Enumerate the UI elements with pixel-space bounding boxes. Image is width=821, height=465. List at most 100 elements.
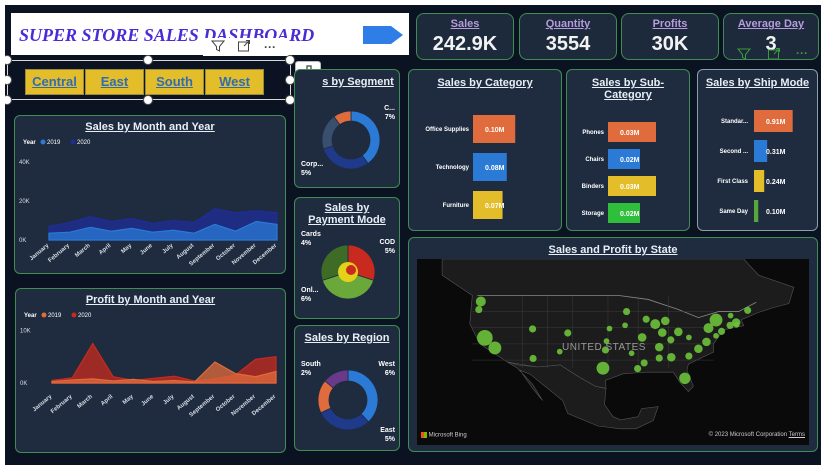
- legend-title: Year: [23, 140, 36, 146]
- map-bubble: [596, 361, 610, 375]
- bar-category-label: Standar...: [721, 119, 748, 125]
- legend-marker-2020: [71, 312, 77, 318]
- slicer-option-south[interactable]: South: [145, 69, 204, 95]
- kpi-card-quantity[interactable]: Quantity 3554: [519, 13, 617, 60]
- map-bubble: [529, 325, 537, 333]
- kpi-label: Quantity: [545, 18, 591, 30]
- filter-icon[interactable]: [735, 47, 753, 63]
- sales-by-payment-card[interactable]: Sales by Payment Mode Cards 4% COD 5% Onl...…: [294, 197, 400, 319]
- bar-category-label: Furniture: [443, 203, 470, 209]
- slicer-option-central[interactable]: Central: [25, 69, 84, 95]
- bar: [608, 149, 640, 169]
- pie-label-name: COD: [379, 239, 395, 246]
- pie-slice: [321, 271, 375, 300]
- bar-value-label: 0.07M: [485, 203, 505, 210]
- sales-by-category-card[interactable]: Sales by Category Office Supplies 0.10M Te…: [408, 69, 562, 231]
- y-tick-label: 20K: [19, 199, 30, 205]
- resize-handle-tl[interactable]: [5, 55, 12, 65]
- resize-handle-bc[interactable]: [143, 95, 153, 105]
- legend-label-2020: 2020: [78, 313, 92, 319]
- x-tick-label: July: [162, 243, 176, 256]
- legend-marker-2019: [41, 312, 47, 318]
- sales-by-region-card[interactable]: Sales by Region South 2% West 6% East 5%: [294, 325, 400, 451]
- map-bubble: [726, 321, 734, 329]
- card-title: Sales by Region: [304, 332, 390, 344]
- map-bubble: [679, 372, 691, 384]
- map-bubble: [654, 342, 664, 352]
- bar: [754, 110, 793, 132]
- sales-by-subcategory-card[interactable]: Sales by Sub-Category Phones 0.03M Chairs 0…: [566, 69, 690, 231]
- sales-by-shipmode-card[interactable]: Sales by Ship Mode Standar... 0.91M Second…: [697, 69, 818, 231]
- map-terms-link[interactable]: Terms: [788, 432, 805, 438]
- slicer-option-west[interactable]: West: [205, 69, 264, 95]
- pie-label-value: 7%: [385, 114, 396, 121]
- y-tick-label: 40K: [19, 160, 30, 166]
- map-bubble: [475, 305, 483, 314]
- bar-value-label: 0.10M: [766, 209, 786, 216]
- bar-value-label: 0.91M: [766, 119, 786, 126]
- bar: [608, 203, 640, 223]
- resize-handle-ml[interactable]: [5, 75, 12, 85]
- bar-value-label: 0.08M: [485, 165, 505, 172]
- pie-slice: [347, 369, 379, 423]
- pie-label-name: Cards: [301, 231, 321, 238]
- y-tick-label: 0K: [19, 238, 26, 244]
- sales-by-month-card[interactable]: Sales by Month and Year Year 2019 2020 40K 2…: [14, 115, 286, 274]
- bar: [754, 200, 759, 222]
- map-bubble: [603, 338, 610, 344]
- map-country-label: UNITED STATES: [562, 342, 646, 353]
- segment-donut-chart: C... 7% Corp... 5%: [301, 105, 396, 177]
- pie-label-value: 5%: [301, 170, 312, 177]
- x-tick-label: May: [122, 394, 135, 407]
- map-bubble: [529, 354, 537, 363]
- map-bubble: [727, 312, 734, 319]
- shipmode-visual-header: ···: [733, 45, 819, 65]
- kpi-card-profits[interactable]: Profits 30K: [621, 13, 719, 60]
- profit-by-month-card[interactable]: Profit by Month and Year Year 2019 2020 10K…: [15, 288, 286, 453]
- kpi-label: Average Day: [737, 18, 805, 30]
- resize-handle-tr[interactable]: [285, 55, 295, 65]
- slicer-buttons: Central East South West: [25, 69, 275, 95]
- x-tick-label: April: [100, 394, 115, 408]
- x-tick-label: June: [141, 394, 156, 408]
- pie-label-value: 6%: [301, 296, 312, 303]
- map-bubble: [667, 336, 675, 344]
- bar-category-label: First Class: [717, 179, 748, 185]
- resize-handle-tc[interactable]: [143, 55, 153, 65]
- map-bubble: [733, 322, 740, 328]
- filter-icon[interactable]: [209, 39, 227, 55]
- bar-category-label: Phones: [582, 130, 604, 136]
- pie-label-value: 5%: [385, 248, 396, 255]
- state-map[interactable]: UNITED STATES Microsoft Bing © 2023 Micr…: [417, 259, 809, 445]
- pie-slice: [350, 110, 381, 165]
- bar-value-label: 0.02M: [620, 211, 640, 218]
- pie-label-name: East: [380, 427, 395, 434]
- bar: [754, 140, 768, 162]
- focus-mode-icon[interactable]: [765, 47, 783, 63]
- more-options-icon[interactable]: ···: [264, 40, 276, 54]
- x-tick-label: February: [50, 394, 74, 416]
- pie-slice: [324, 369, 349, 389]
- map-bubble: [702, 337, 711, 347]
- pie-label-value: 2%: [301, 370, 312, 377]
- sales-profit-state-card[interactable]: Sales and Profit by State UNITED STATES …: [408, 237, 818, 452]
- map-bubble: [660, 316, 670, 326]
- legend-marker-2019: [40, 139, 46, 145]
- kpi-label: Sales: [450, 18, 480, 30]
- map-copyright: © 2023 Microsoft Corporation Terms: [708, 432, 805, 438]
- sales-by-segment-card[interactable]: s by Segment C... 7% Corp... 5%: [294, 69, 400, 188]
- y-tick-label: 10K: [20, 328, 31, 334]
- x-tick-label: March: [74, 243, 92, 259]
- slicer-option-east[interactable]: East: [85, 69, 144, 95]
- bar: [473, 191, 503, 219]
- kpi-card-sales[interactable]: Sales 242.9K: [416, 13, 514, 60]
- resize-handle-bl[interactable]: [5, 95, 12, 105]
- focus-mode-icon[interactable]: [235, 39, 253, 55]
- legend-label-2019: 2019: [48, 313, 62, 319]
- bar-category-label: Chairs: [585, 157, 604, 163]
- more-options-icon[interactable]: ···: [796, 46, 808, 60]
- pie-label-value: 6%: [385, 370, 396, 377]
- region-slicer[interactable]: Central East South West: [7, 60, 291, 100]
- region-donut-chart: South 2% West 6% East 5%: [301, 361, 396, 443]
